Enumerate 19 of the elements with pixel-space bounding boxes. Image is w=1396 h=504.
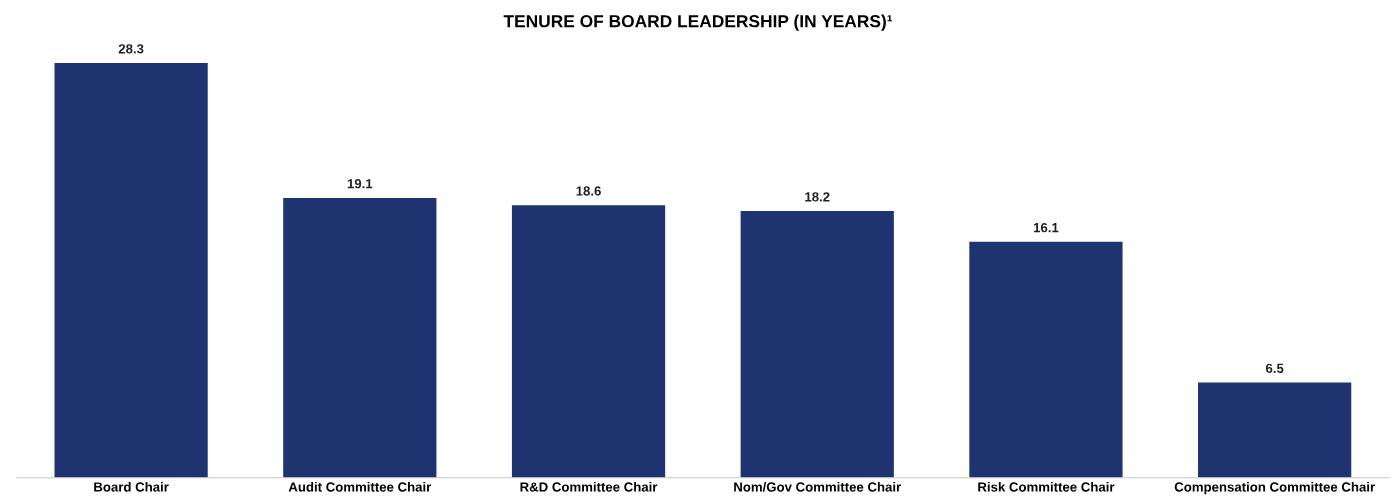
data-label: 19.1 [347, 178, 373, 189]
x-tick-label: Risk Committee Chair [978, 481, 1115, 492]
bar [1198, 382, 1352, 478]
x-tick-label: Compensation Committee Chair [1174, 481, 1375, 495]
bar [511, 205, 666, 478]
bar [740, 211, 894, 478]
x-tick-label: R&D Committee Chair [520, 481, 658, 492]
x-tick-label: Board Chair [94, 481, 169, 492]
data-label: 28.3 [118, 44, 144, 54]
bar [969, 241, 1123, 478]
data-label: 18.2 [805, 192, 830, 202]
chart-title: TENURE OF BOARD LEADERSHIP (IN YEARS)¹ [503, 14, 892, 31]
data-label: 6.5 [1265, 363, 1284, 373]
data-label: 18.6 [576, 186, 601, 196]
x-tick-label: Nom/Gov Committee Chair [734, 481, 901, 492]
x-tick-label: Audit Committee Chair [288, 481, 432, 492]
data-label: 16.1 [1033, 222, 1059, 233]
bar [283, 197, 437, 478]
bar [54, 63, 208, 478]
